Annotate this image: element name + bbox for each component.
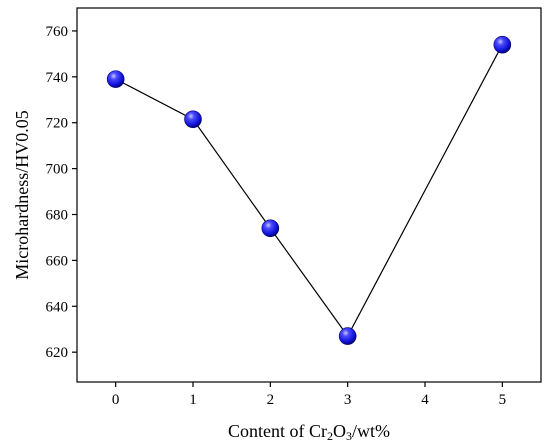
y-axis-ticks: 620 640 660 680 700 720 740 760 [46,24,77,361]
y-tick-label: 760 [46,24,69,40]
data-point [493,35,512,54]
y-tick-label: 640 [46,299,69,315]
x-tick-label: 3 [344,392,352,408]
series-line [115,44,503,338]
x-tick-label: 0 [112,392,120,408]
y-tick-label: 660 [46,253,69,269]
plot-frame [76,7,542,383]
y-tick-label: 700 [46,162,69,178]
y-tick-label: 620 [46,345,69,361]
x-tick-label: 2 [267,392,275,408]
y-axis-title: Microhardness/HV0.05 [12,110,32,279]
x-tick-label: 5 [499,392,507,408]
data-point [184,110,202,129]
series [106,35,512,345]
y-tick-label: 740 [46,70,69,86]
x-axis-ticks: 0 1 2 3 4 5 [112,382,506,408]
y-tick-label: 680 [46,208,69,224]
x-tick-label: 4 [421,392,429,408]
data-point [106,70,125,88]
x-axis-title: Content of Cr2O3/wt% [228,421,390,443]
data-point [338,327,357,345]
data-point [261,219,280,238]
y-tick-label: 720 [46,116,69,132]
x-tick-label: 1 [189,392,197,408]
